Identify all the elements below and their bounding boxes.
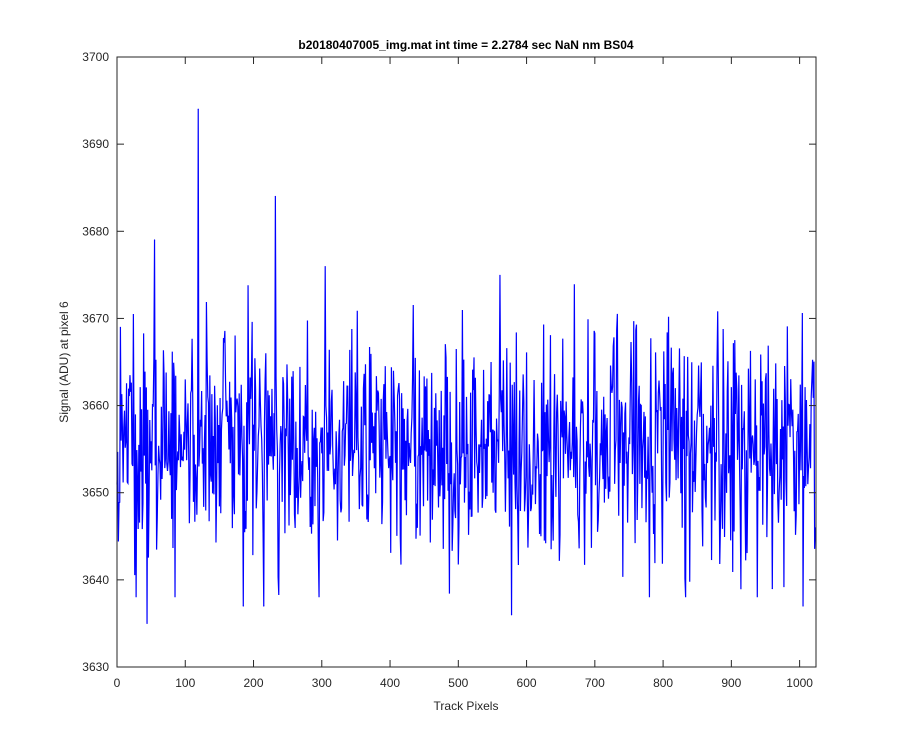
signal-peak-point bbox=[263, 605, 265, 607]
y-tick-label: 3700 bbox=[82, 50, 109, 64]
x-tick-label: 800 bbox=[653, 676, 673, 690]
signal-peak-point bbox=[153, 239, 156, 241]
signal-peak-point bbox=[274, 195, 276, 198]
y-tick-label: 3680 bbox=[82, 224, 109, 238]
x-tick-label: 200 bbox=[244, 676, 264, 690]
x-tick-label: 0 bbox=[114, 676, 121, 690]
signal-series-line bbox=[116, 109, 816, 624]
signal-peak-point bbox=[242, 605, 244, 607]
signal-peak-point bbox=[771, 587, 773, 590]
x-tick-label: 400 bbox=[380, 676, 400, 690]
y-tick-label: 3640 bbox=[82, 573, 109, 587]
signal-peak-point bbox=[510, 614, 513, 616]
x-tick-label: 100 bbox=[175, 676, 195, 690]
x-tick-label: 700 bbox=[585, 676, 605, 690]
x-tick-label: 900 bbox=[721, 676, 741, 690]
signal-peak-point bbox=[197, 108, 199, 110]
x-axis-ticks: 0 100 200 300 400 500 600 700 800 900 1000 bbox=[114, 57, 813, 690]
x-tick-label: 300 bbox=[312, 676, 332, 690]
signal-peak-point bbox=[802, 605, 804, 607]
plot-area bbox=[117, 57, 816, 667]
signal-peak-point bbox=[146, 622, 148, 625]
x-tick-label: 600 bbox=[517, 676, 537, 690]
series-group bbox=[116, 108, 816, 625]
y-tick-label: 3650 bbox=[82, 486, 109, 500]
y-tick-label: 3690 bbox=[82, 137, 109, 151]
y-tick-label: 3660 bbox=[82, 399, 109, 413]
y-axis-ticks: 3630 3640 3650 3660 3670 3680 3690 3700 bbox=[82, 50, 816, 674]
x-tick-label: 1000 bbox=[786, 676, 813, 690]
axes-box bbox=[116, 56, 817, 668]
x-axis-label: Track Pixels bbox=[434, 699, 499, 713]
y-tick-label: 3630 bbox=[82, 660, 109, 674]
y-tick-label: 3670 bbox=[82, 311, 109, 325]
x-tick-label: 500 bbox=[448, 676, 468, 690]
chart-title: b20180407005_img.mat int time = 2.2784 s… bbox=[298, 38, 634, 52]
y-axis-label: Signal (ADU) at pixel 6 bbox=[57, 301, 71, 423]
